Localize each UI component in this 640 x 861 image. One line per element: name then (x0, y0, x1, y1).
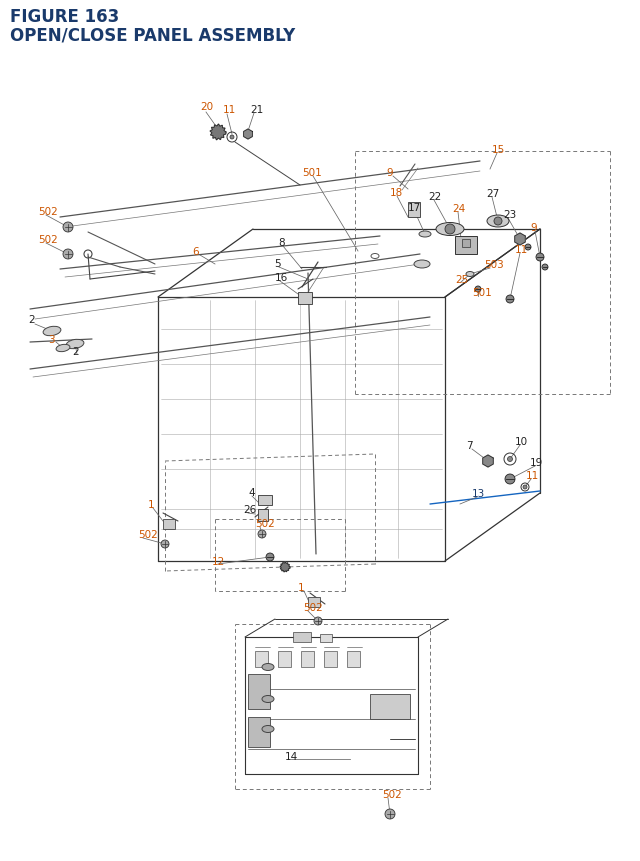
Ellipse shape (466, 272, 474, 277)
Ellipse shape (371, 254, 379, 259)
Text: 503: 503 (484, 260, 504, 269)
Ellipse shape (419, 232, 431, 238)
Text: 14: 14 (285, 751, 298, 761)
Circle shape (525, 245, 531, 251)
Text: 502: 502 (138, 530, 157, 539)
Text: 16: 16 (275, 273, 288, 282)
Text: 7: 7 (466, 441, 472, 450)
Text: 501: 501 (472, 288, 492, 298)
Ellipse shape (56, 345, 70, 352)
Ellipse shape (43, 327, 61, 337)
Text: 24: 24 (452, 204, 465, 214)
Bar (248, 717, 270, 747)
Text: 3: 3 (48, 335, 54, 344)
Circle shape (314, 617, 322, 625)
Text: 4: 4 (248, 487, 255, 498)
Text: 10: 10 (515, 437, 528, 447)
Circle shape (258, 530, 266, 538)
Bar (278, 651, 291, 667)
Ellipse shape (262, 664, 274, 671)
Text: FIGURE 163: FIGURE 163 (10, 8, 119, 26)
Text: 15: 15 (492, 145, 505, 155)
Text: 1: 1 (298, 582, 305, 592)
Circle shape (445, 225, 455, 235)
Polygon shape (280, 562, 290, 573)
Text: 20: 20 (200, 102, 213, 112)
Polygon shape (515, 233, 525, 245)
Bar (347, 651, 360, 667)
Bar (258, 495, 272, 505)
Bar (293, 632, 311, 642)
Bar (370, 694, 410, 719)
Ellipse shape (414, 261, 430, 269)
Circle shape (536, 254, 544, 262)
Bar (324, 651, 337, 667)
Circle shape (475, 287, 481, 293)
Text: 6: 6 (192, 247, 198, 257)
Circle shape (63, 223, 73, 232)
Text: 9: 9 (530, 223, 536, 232)
Text: 502: 502 (303, 603, 323, 612)
Text: 2: 2 (72, 347, 79, 356)
Circle shape (523, 486, 527, 489)
Circle shape (266, 554, 274, 561)
Text: 11: 11 (526, 470, 540, 480)
Text: 502: 502 (382, 789, 402, 799)
Text: 8: 8 (278, 238, 285, 248)
Text: 501: 501 (302, 168, 322, 177)
Circle shape (508, 457, 513, 462)
Circle shape (494, 218, 502, 226)
Ellipse shape (436, 223, 464, 236)
Ellipse shape (262, 696, 274, 703)
Text: 26: 26 (243, 505, 256, 514)
Bar (298, 293, 312, 305)
Text: 11: 11 (515, 245, 528, 255)
Circle shape (542, 264, 548, 270)
Text: 22: 22 (428, 192, 441, 201)
Circle shape (385, 809, 395, 819)
Bar (163, 519, 175, 530)
Ellipse shape (262, 726, 274, 733)
Polygon shape (210, 125, 226, 140)
Text: 11: 11 (223, 105, 236, 115)
Bar (258, 510, 268, 522)
Bar (408, 202, 420, 218)
Text: 18: 18 (390, 188, 403, 198)
Text: 13: 13 (472, 488, 485, 499)
Bar (301, 651, 314, 667)
Bar (248, 674, 270, 709)
Bar (455, 237, 477, 255)
Text: OPEN/CLOSE PANEL ASSEMBLY: OPEN/CLOSE PANEL ASSEMBLY (10, 26, 295, 44)
Circle shape (506, 295, 514, 304)
Ellipse shape (66, 340, 84, 350)
Bar (462, 239, 470, 248)
Text: 9: 9 (386, 168, 392, 177)
Text: 27: 27 (486, 189, 499, 199)
Circle shape (230, 136, 234, 139)
Polygon shape (244, 130, 252, 139)
Text: 17: 17 (408, 202, 421, 213)
Text: 502: 502 (255, 518, 275, 529)
Text: 1: 1 (148, 499, 155, 510)
Polygon shape (483, 455, 493, 468)
Circle shape (63, 250, 73, 260)
Text: 502: 502 (38, 235, 58, 245)
Text: 25: 25 (455, 275, 468, 285)
Circle shape (161, 541, 169, 548)
Bar (320, 635, 332, 642)
Text: 21: 21 (250, 105, 263, 115)
Bar (308, 598, 320, 607)
Text: 502: 502 (38, 207, 58, 217)
Text: 2: 2 (28, 314, 35, 325)
Text: 19: 19 (530, 457, 543, 468)
Ellipse shape (487, 216, 509, 228)
Circle shape (505, 474, 515, 485)
Text: 12: 12 (212, 556, 225, 567)
Bar (255, 651, 268, 667)
Text: 23: 23 (503, 210, 516, 220)
Text: 5: 5 (274, 258, 280, 269)
